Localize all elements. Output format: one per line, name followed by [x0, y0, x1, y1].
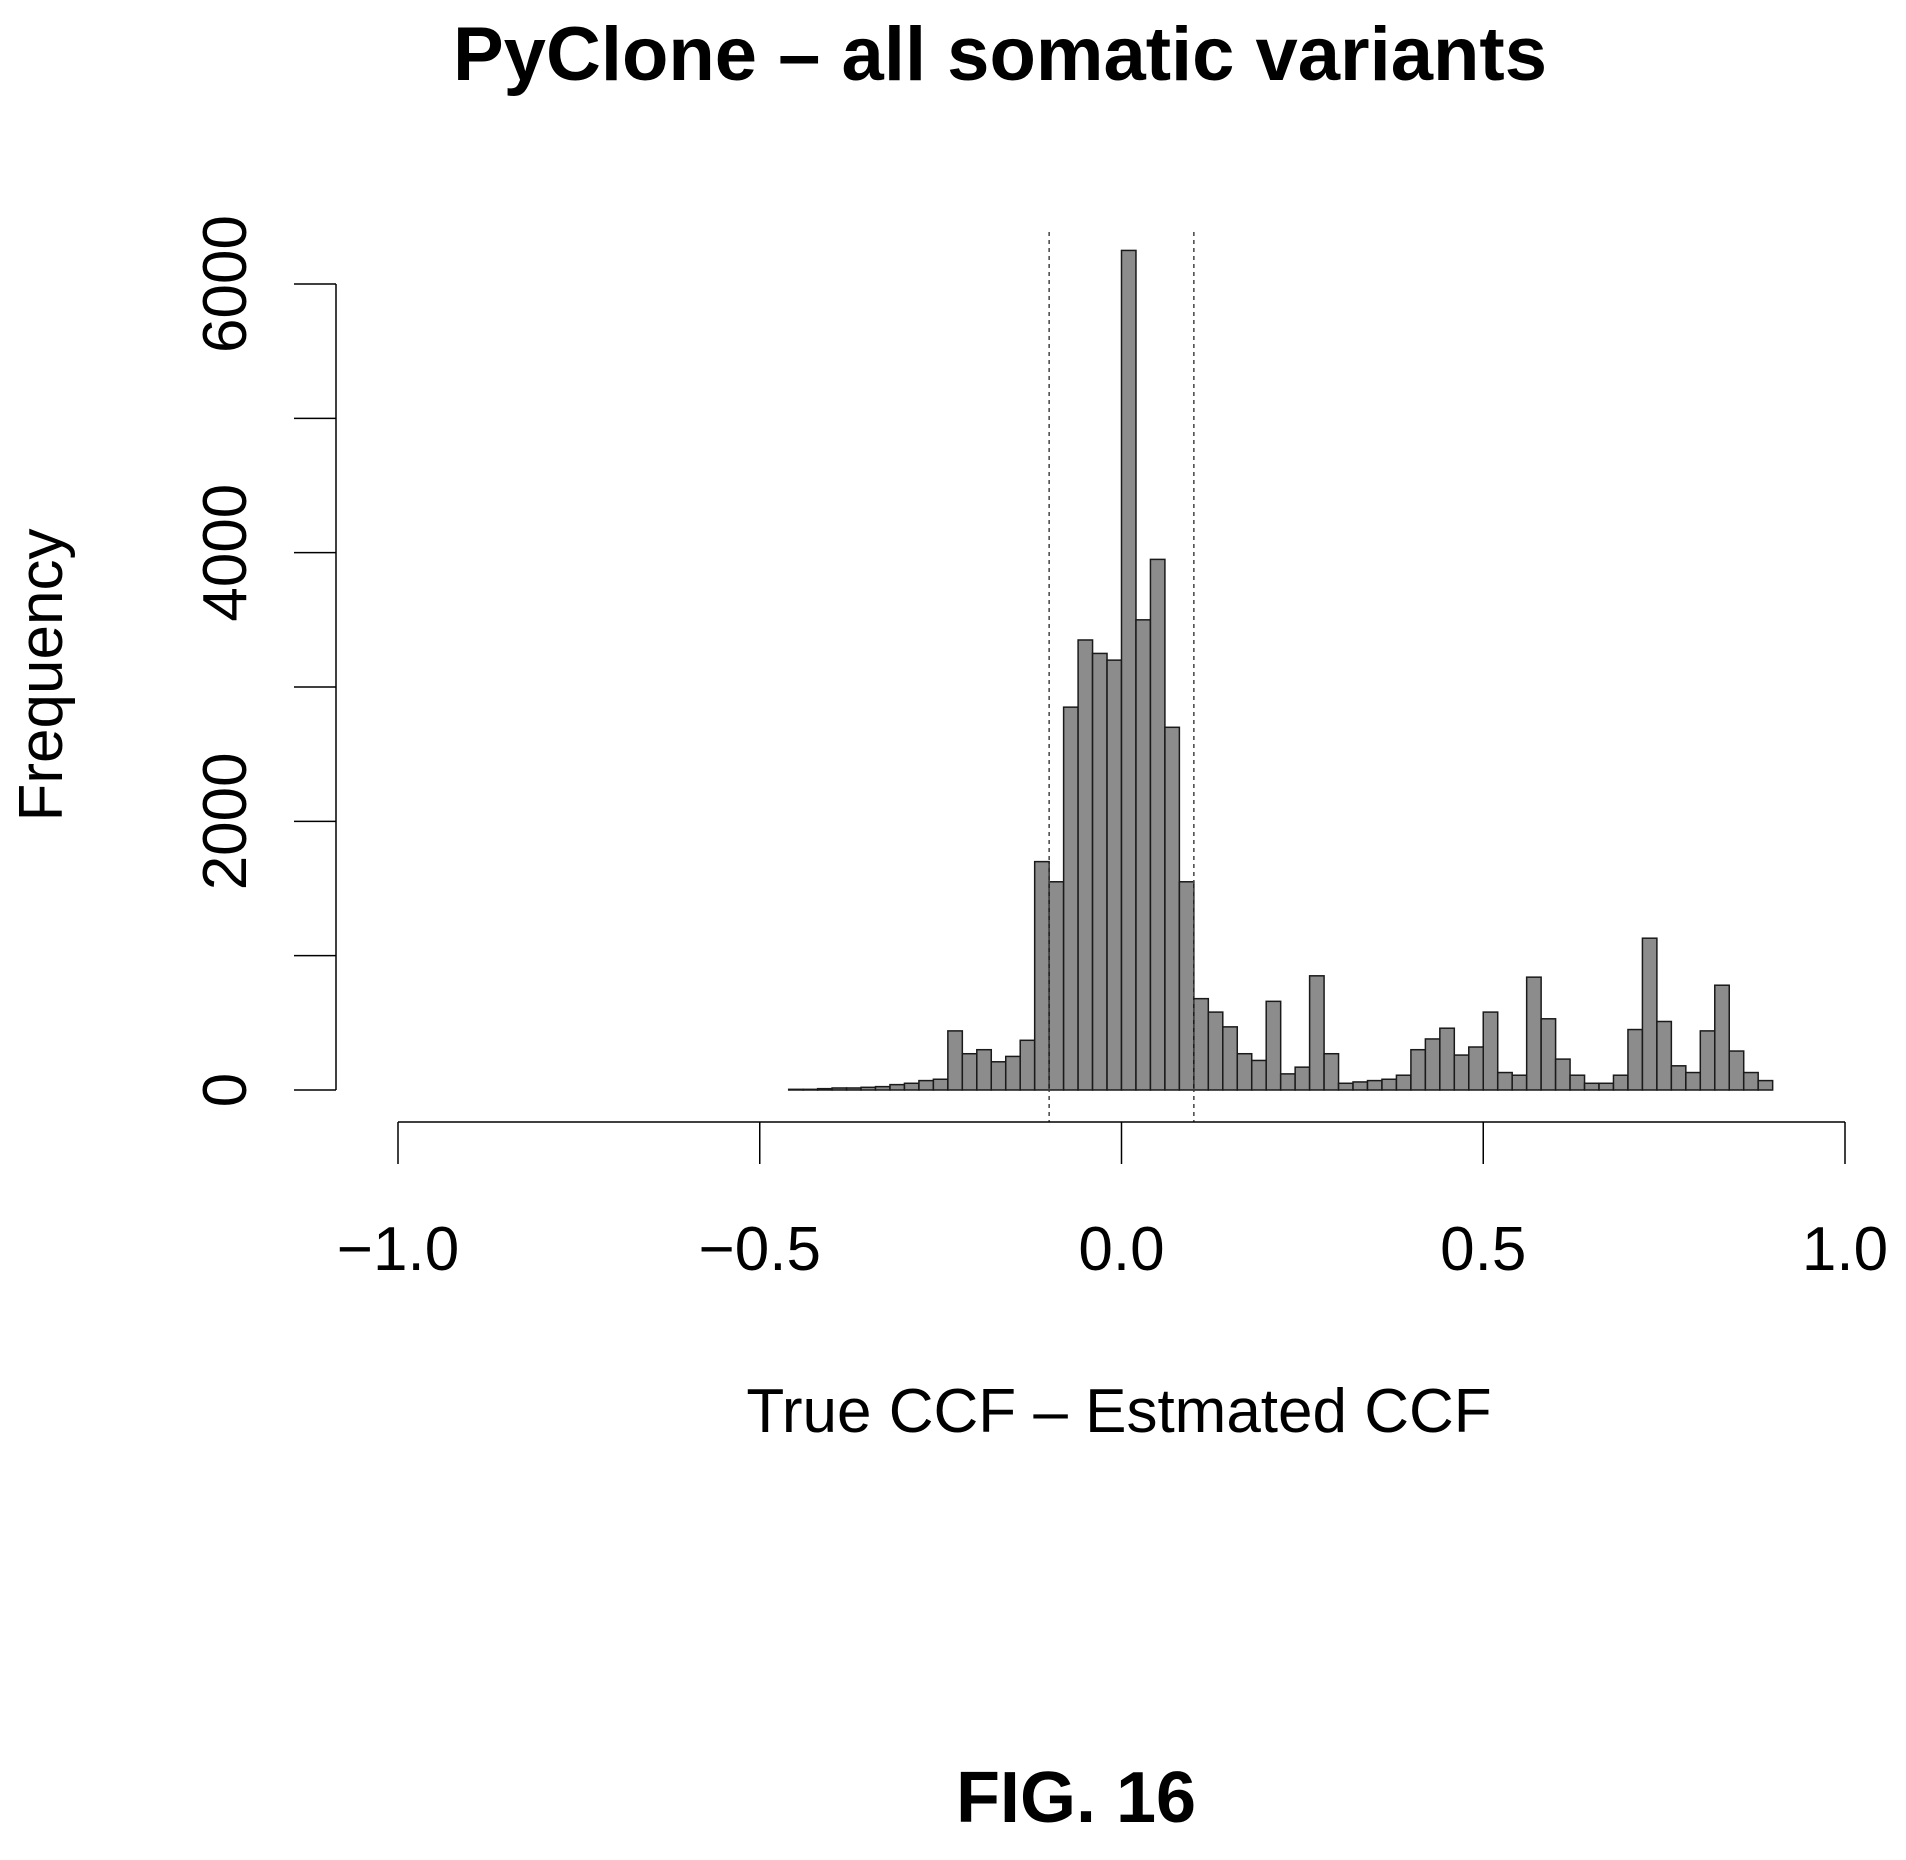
histogram-bar-47: [1077, 639, 1094, 1091]
histogram-bar-29: [816, 1087, 833, 1091]
histogram-bar-82: [1583, 1082, 1600, 1091]
histogram-bar-76: [1496, 1071, 1513, 1091]
chart-title: PyClone – all somatic variants: [453, 12, 1547, 97]
histogram-bar-78: [1525, 976, 1542, 1091]
histogram-bar-80: [1554, 1058, 1571, 1091]
y-tick-label-2: 4000: [191, 484, 260, 622]
histogram-bar-90: [1699, 1030, 1716, 1091]
histogram-bar-64: [1323, 1052, 1340, 1091]
x-tick-label-1: −0.5: [699, 1215, 821, 1284]
x-tick-label-4: 1.0: [1802, 1215, 1888, 1284]
histogram-bar-38: [947, 1030, 964, 1091]
histogram-bar-94: [1757, 1079, 1774, 1091]
histogram-bar-44: [1033, 860, 1050, 1091]
histogram-bar-51: [1135, 619, 1152, 1091]
histogram-bar-39: [961, 1052, 978, 1091]
histogram-bar-53: [1164, 726, 1181, 1091]
histogram-bar-67: [1366, 1079, 1383, 1091]
histogram-bar-43: [1019, 1039, 1036, 1091]
y-tick-label-1: 2000: [191, 752, 260, 890]
histogram-bar-84: [1612, 1074, 1629, 1091]
histogram-bar-69: [1395, 1074, 1412, 1091]
histogram-bar-87: [1656, 1020, 1673, 1091]
histogram-bar-59: [1250, 1059, 1267, 1091]
y-axis: 0 2000 4000 6000: [191, 215, 337, 1107]
histogram-bar-32: [860, 1086, 877, 1091]
histogram-bar-85: [1627, 1028, 1644, 1091]
histogram-bar-74: [1468, 1046, 1485, 1091]
histogram-bar-34: [889, 1083, 906, 1091]
histogram-bar-57: [1222, 1026, 1239, 1091]
histogram-bar-30: [831, 1087, 848, 1091]
histogram-bar-62: [1294, 1066, 1311, 1091]
y-axis-title: Frequency: [7, 529, 76, 822]
histogram-bar-54: [1178, 881, 1195, 1091]
histogram-bar-71: [1424, 1038, 1441, 1091]
histogram-bar-40: [976, 1048, 993, 1091]
histogram-bar-70: [1410, 1048, 1427, 1091]
histogram-bar-33: [874, 1085, 891, 1091]
histogram-bar-66: [1352, 1081, 1369, 1091]
y-tick-label-3: 6000: [191, 215, 260, 353]
histogram-bar-56: [1207, 1011, 1224, 1091]
histogram-bar-46: [1062, 706, 1079, 1091]
histogram-bar-37: [932, 1078, 949, 1091]
histogram-bar-91: [1714, 984, 1730, 1091]
histogram-bar-28: [802, 1088, 819, 1091]
plot-area: 0 2000 4000 6000 −1.0 −0.5 0.0 0.5 1.0: [191, 215, 1888, 1284]
histogram-bar-93: [1742, 1071, 1759, 1091]
histogram-bar-75: [1482, 1011, 1499, 1091]
histogram-bar-86: [1641, 937, 1658, 1091]
histogram-bars: [787, 249, 1774, 1091]
histogram-bar-60: [1265, 1000, 1282, 1091]
x-axis: −1.0 −0.5 0.0 0.5 1.0: [337, 1121, 1888, 1284]
histogram-bar-52: [1149, 558, 1166, 1091]
histogram-bar-48: [1091, 652, 1108, 1091]
histogram-bar-36: [918, 1079, 935, 1091]
x-tick-label-2: 0.0: [1078, 1215, 1164, 1284]
histogram-bar-79: [1540, 1018, 1557, 1091]
histogram-bar-73: [1453, 1054, 1470, 1091]
x-tick-label-3: 0.5: [1440, 1215, 1526, 1284]
figure-label: FIG. 16: [956, 1758, 1196, 1838]
histogram-bar-77: [1511, 1074, 1528, 1091]
histogram-bar-83: [1598, 1082, 1615, 1091]
histogram-bar-31: [845, 1087, 862, 1091]
histogram-bar-68: [1381, 1078, 1398, 1091]
histogram-bar-88: [1670, 1065, 1687, 1091]
histogram-bar-89: [1685, 1071, 1702, 1091]
histogram-bar-50: [1120, 249, 1137, 1091]
x-axis-title: True CCF – Estmated CCF: [746, 1377, 1491, 1446]
histogram-bar-42: [1004, 1055, 1021, 1091]
x-tick-label-0: −1.0: [337, 1215, 459, 1284]
histogram-bar-41: [990, 1061, 1007, 1091]
histogram-bar-61: [1279, 1073, 1296, 1091]
histogram-bar-72: [1439, 1027, 1456, 1091]
histogram-bar-45: [1048, 881, 1065, 1091]
histogram-bar-58: [1236, 1052, 1253, 1091]
histogram-bar-92: [1728, 1050, 1745, 1091]
y-tick-label-0: 0: [191, 1073, 260, 1107]
histogram-bar-81: [1569, 1074, 1586, 1091]
histogram-bar-27: [787, 1088, 804, 1091]
histogram-bar-35: [903, 1082, 920, 1091]
histogram-bar-55: [1193, 997, 1210, 1091]
histogram-bar-49: [1106, 659, 1123, 1091]
histogram-bar-65: [1337, 1082, 1354, 1091]
histogram-bar-63: [1308, 975, 1325, 1091]
